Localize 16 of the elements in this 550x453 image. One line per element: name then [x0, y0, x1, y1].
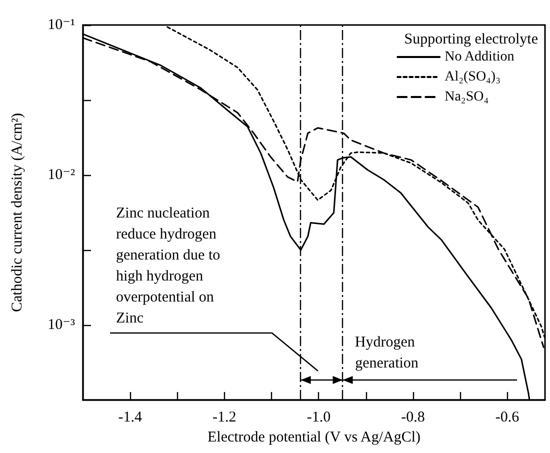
- annotation: Hydrogen generation: [354, 334, 419, 372]
- annotation: Zinc nucleation reduce hydrogen generation due to high hydrogen overpotential on Zinc: [116, 206, 224, 326]
- y-tick-label: 10⁻¹: [48, 17, 75, 33]
- x-tick-label: -0.6: [495, 410, 520, 426]
- x-axis-title: Electrode potential (V vs Ag/AgCl): [207, 430, 421, 446]
- legend-title: Supporting electrolyte: [404, 32, 538, 48]
- x-tick-label: -1.0: [306, 410, 331, 426]
- y-axis-title: Cathodic current density (A/cm²): [10, 112, 26, 312]
- x-tick-label: -1.4: [118, 410, 143, 426]
- legend-label: No Addition: [444, 50, 514, 64]
- x-tick-label: -1.2: [212, 410, 236, 426]
- x-tick-label: -0.8: [401, 410, 425, 426]
- legend-label: Al₂(SO₄)₃: [444, 70, 501, 84]
- y-tick-label: 10⁻³: [48, 316, 76, 333]
- y-tick-label: 10⁻²: [48, 166, 76, 183]
- legend-label: Na₂SO₄: [444, 90, 489, 104]
